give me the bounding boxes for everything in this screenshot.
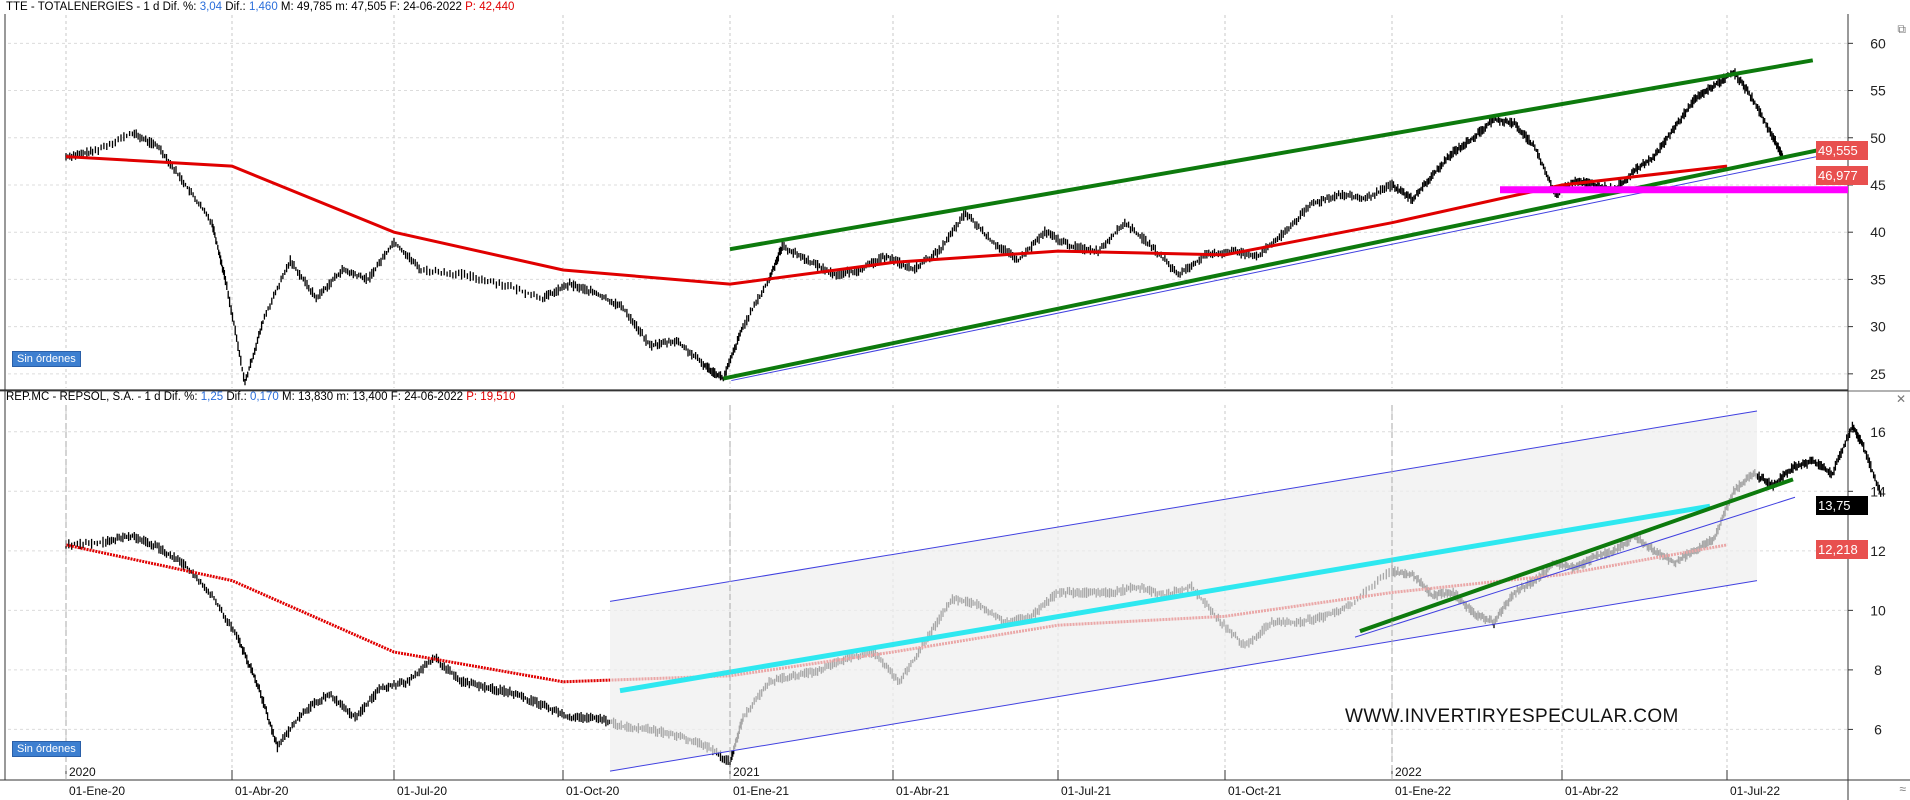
bottom-max: 13,830	[297, 391, 334, 403]
bottom-green-trendline	[1359, 477, 1794, 634]
bottom-price-box-1: 13,75	[1816, 496, 1868, 515]
top-moving-average-line	[65, 155, 1728, 286]
top-min: 47,505	[351, 1, 387, 13]
top-panel-group: 25 30 35 40 45 50 55 60	[8, 15, 1886, 388]
top-date-label: F:	[389, 1, 400, 13]
bottom-orders-badge[interactable]: Sin órdenes	[12, 741, 81, 757]
top-ytick-label-0: 25	[1870, 366, 1886, 382]
time-tick-label-5: 01-Abr-21	[896, 784, 950, 798]
year-label-0: 2020	[69, 765, 96, 779]
bottom-channel-shade	[610, 410, 1757, 772]
watermark-text: WWW.INVERTIRYESPECULAR.COM	[1345, 706, 1679, 727]
bottom-dif-label: Dif.:	[226, 391, 247, 403]
top-header-bar	[0, 0, 1910, 14]
bottom-min-label: m:	[336, 391, 350, 403]
top-price: 42,440	[479, 1, 515, 13]
top-dif: 1,460	[248, 1, 278, 13]
time-tick-label-6: 01-Jul-21	[1061, 784, 1111, 798]
bottom-max-label: M:	[282, 391, 295, 403]
top-channel-upper-line	[729, 58, 1814, 252]
bottom-panel-group: 6 8 10 12 14 16	[8, 405, 1886, 780]
top-orders-badge[interactable]: Sin órdenes	[12, 351, 81, 367]
time-tick-label-8: 01-Ene-22	[1395, 784, 1451, 798]
time-tick-label-4: 01-Ene-21	[733, 784, 789, 798]
top-date: 24-06-2022	[403, 1, 462, 13]
panel-resize-icon[interactable]: ⧉	[1897, 22, 1906, 36]
bottom-ytick-label-4: 14	[1870, 483, 1886, 499]
top-price-label: P:	[465, 1, 477, 13]
bottom-price: 19,510	[480, 391, 516, 403]
top-period: 1 d	[143, 1, 160, 13]
bottom-price-label: P:	[466, 391, 478, 403]
bottom-ytick-label-5: 16	[1870, 424, 1886, 440]
top-ytick-label-1: 30	[1870, 319, 1886, 335]
time-tick-label-7: 01-Oct-21	[1228, 784, 1282, 798]
panel-close-icon[interactable]: ✕	[1895, 392, 1906, 406]
top-ytick-label-7: 60	[1870, 35, 1886, 51]
bottom-dif-pct: 1,25	[200, 391, 224, 403]
bottom-thin-trendline	[1354, 496, 1796, 638]
top-price-box-2: 46,977	[1816, 166, 1868, 185]
bottom-ytick-label-1: 8	[1874, 662, 1882, 678]
top-channel-lower-line	[722, 145, 1834, 381]
top-panel-header: TTE - TOTALENERGIES - 1 d Dif. %: 3,04 D…	[6, 1, 515, 13]
top-ytick-label-4: 45	[1870, 177, 1886, 193]
time-tick-label-10: 01-Jul-22	[1730, 784, 1780, 798]
top-max-label: M:	[280, 1, 294, 13]
bottom-ytick-label-2: 10	[1870, 602, 1886, 618]
scroll-zoom-icon[interactable]: ≈	[1899, 782, 1906, 796]
top-ticker: TTE - TOTALENERGIES	[6, 1, 134, 13]
year-label-1: 2021	[733, 765, 760, 779]
bottom-cyan-trendline	[619, 503, 1711, 694]
top-price-box-1: 49,555	[1816, 141, 1868, 160]
bottom-date: 24-06-2022	[404, 391, 464, 403]
bottom-channel-lower-line	[609, 580, 1758, 772]
time-tick-label-9: 01-Abr-22	[1565, 784, 1619, 798]
top-ytick-label-6: 55	[1870, 83, 1886, 99]
top-dif-pct: 3,04	[199, 1, 223, 13]
bottom-ytick-label-0: 6	[1874, 721, 1882, 737]
top-dif-pct-label: Dif. %:	[162, 1, 197, 13]
top-ytick-label-3: 40	[1870, 224, 1886, 240]
bottom-dif-pct-label: Dif. %:	[163, 391, 198, 403]
bottom-min: 13,400	[352, 391, 388, 403]
time-tick-label-3: 01-Oct-20	[566, 784, 620, 798]
time-tick-label-2: 01-Jul-20	[397, 784, 447, 798]
bottom-panel-header: REP.MC - REPSOL, S.A. - 1 d Dif. %: 1,25…	[6, 391, 516, 403]
top-min-label: m:	[335, 1, 349, 13]
top-ytick-label-5: 50	[1870, 130, 1886, 146]
bottom-channel-upper-line	[609, 410, 1758, 602]
time-tick-label-1: 01-Abr-20	[235, 784, 289, 798]
bottom-price-box-2: 12,218	[1816, 540, 1868, 559]
bottom-period: 1 d	[144, 391, 161, 403]
bottom-ytick-label-3: 12	[1870, 543, 1886, 559]
top-dif-label: Dif.:	[225, 1, 246, 13]
bottom-ticker: REP.MC - REPSOL, S.A.	[6, 391, 135, 403]
top-max: 49,785	[296, 1, 333, 13]
bottom-date-label: F:	[390, 391, 401, 403]
year-label-2: 2022	[1395, 765, 1422, 779]
bottom-dif: 0,170	[250, 391, 279, 403]
top-ytick-label-2: 35	[1870, 271, 1886, 287]
time-tick-label-0: 01-Ene-20	[69, 784, 125, 798]
